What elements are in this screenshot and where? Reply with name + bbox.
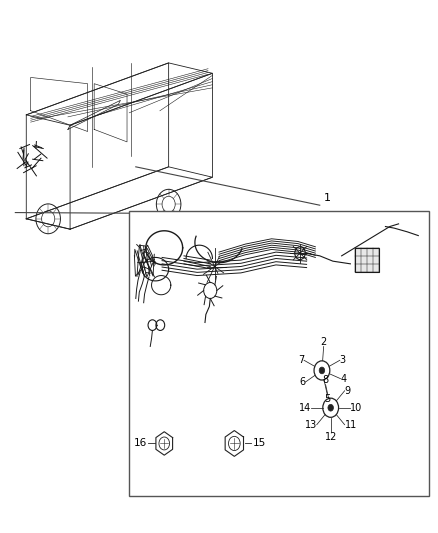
Text: 5: 5 [324,393,330,403]
Text: 4: 4 [340,374,346,384]
Text: 7: 7 [298,356,304,365]
Circle shape [319,367,325,374]
Text: 14: 14 [299,403,311,413]
Text: 10: 10 [350,403,363,413]
Text: 3: 3 [340,356,346,365]
Text: 8: 8 [322,375,328,385]
Text: 16: 16 [134,439,147,448]
Text: 15: 15 [253,439,266,448]
Text: 12: 12 [325,432,337,442]
Text: 6: 6 [300,377,306,387]
Bar [355,248,379,272]
Circle shape [328,405,333,411]
Text: 9: 9 [345,386,351,396]
Bar [129,211,429,496]
Text: 13: 13 [304,419,317,430]
Text: 1: 1 [324,192,331,203]
Text: 11: 11 [345,419,357,430]
Text: 2: 2 [321,336,327,346]
